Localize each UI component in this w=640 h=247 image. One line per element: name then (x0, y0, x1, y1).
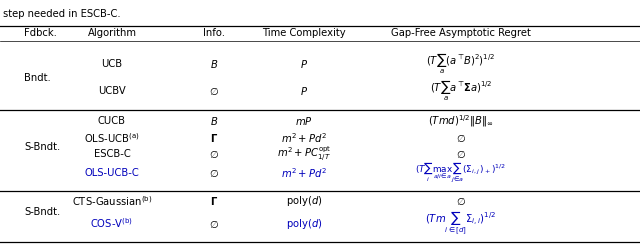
Text: CTS-Gaussian$^{(\mathrm{b})}$: CTS-Gaussian$^{(\mathrm{b})}$ (72, 194, 152, 208)
Text: $\mathbf{\Gamma}$: $\mathbf{\Gamma}$ (211, 132, 218, 144)
Text: ESCB-C: ESCB-C (93, 149, 131, 159)
Text: $\mathbf{\Gamma}$: $\mathbf{\Gamma}$ (211, 195, 218, 207)
Text: $P$: $P$ (300, 58, 308, 70)
Text: $P$: $P$ (300, 85, 308, 97)
Text: $\varnothing$: $\varnothing$ (209, 218, 220, 229)
Text: $mP$: $mP$ (295, 115, 313, 127)
Text: $B$: $B$ (211, 115, 218, 127)
Text: $m^2+Pd^2$: $m^2+Pd^2$ (281, 166, 327, 180)
Text: Algorithm: Algorithm (88, 28, 136, 38)
Text: $\varnothing$: $\varnothing$ (456, 132, 466, 144)
Text: Fdbck.: Fdbck. (24, 28, 57, 38)
Text: $\varnothing$: $\varnothing$ (456, 148, 466, 160)
Text: S-Bndt.: S-Bndt. (24, 142, 61, 152)
Text: Time Complexity: Time Complexity (262, 28, 346, 38)
Text: $B$: $B$ (211, 58, 218, 70)
Text: Bndt.: Bndt. (24, 73, 51, 83)
Text: poly$(d)$: poly$(d)$ (285, 217, 323, 230)
Text: UCBV: UCBV (98, 86, 126, 96)
Text: Info.: Info. (204, 28, 225, 38)
Text: OLS-UCB-C: OLS-UCB-C (84, 168, 140, 178)
Text: CUCB: CUCB (98, 116, 126, 126)
Text: $m^2+Pd^2$: $m^2+Pd^2$ (281, 131, 327, 145)
Text: poly$(d)$: poly$(d)$ (285, 194, 323, 208)
Text: step needed in ESCB-C.: step needed in ESCB-C. (3, 9, 121, 19)
Text: $(T\sum_i\max_{a/i\in a}\sum_{j\in a}(\Sigma_{i,j})_+)^{1/2}$: $(T\sum_i\max_{a/i\in a}\sum_{j\in a}(\S… (415, 161, 506, 185)
Text: OLS-UCB$^{(\mathrm{a})}$: OLS-UCB$^{(\mathrm{a})}$ (84, 131, 140, 145)
Text: Gap-Free Asymptotic Regret: Gap-Free Asymptotic Regret (391, 28, 531, 38)
Text: $\varnothing$: $\varnothing$ (209, 167, 220, 179)
Text: $\varnothing$: $\varnothing$ (209, 85, 220, 97)
Text: $\varnothing$: $\varnothing$ (456, 195, 466, 207)
Text: UCB: UCB (101, 59, 123, 69)
Text: $m^2+PC^{\mathrm{opt}}_{1/T}$: $m^2+PC^{\mathrm{opt}}_{1/T}$ (277, 145, 331, 164)
Text: $(T\sum_a(a^\top\! B)^2)^{1/2}$: $(T\sum_a(a^\top\! B)^2)^{1/2}$ (426, 52, 495, 76)
Text: COS-V$^{(\mathrm{b})}$: COS-V$^{(\mathrm{b})}$ (90, 217, 134, 230)
Text: $\varnothing$: $\varnothing$ (209, 148, 220, 160)
Text: $(Tm\sum_{i\in[d]}\Sigma_{i,i})^{1/2}$: $(Tm\sum_{i\in[d]}\Sigma_{i,i})^{1/2}$ (426, 210, 496, 237)
Text: $(T\sum_a a^\top\!\boldsymbol{\Sigma} a)^{1/2}$: $(T\sum_a a^\top\!\boldsymbol{\Sigma} a)… (429, 79, 492, 103)
Text: $(Tmd)^{1/2}\|B\|_\infty$: $(Tmd)^{1/2}\|B\|_\infty$ (428, 113, 493, 129)
Text: S-Bndt.: S-Bndt. (24, 207, 61, 217)
